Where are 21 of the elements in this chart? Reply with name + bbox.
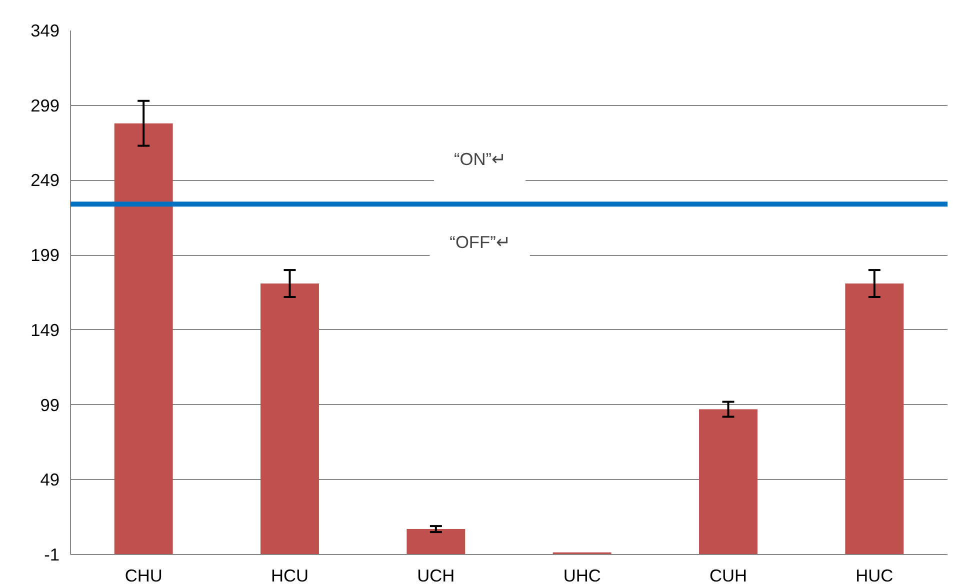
bar	[260, 284, 319, 554]
bar	[114, 123, 173, 554]
x-tick-label: UCH	[417, 566, 455, 586]
annotation: “ON”↵	[454, 149, 506, 170]
y-tick-label: 299	[30, 95, 60, 116]
bar	[699, 409, 758, 554]
y-tick-label: 49	[40, 470, 60, 490]
x-tick-label: HUC	[856, 566, 894, 586]
y-tick-label: -1	[44, 544, 60, 564]
y-tick-label: 99	[40, 394, 60, 415]
y-tick-label: 349	[30, 20, 60, 40]
bar	[406, 529, 466, 554]
y-tick-label: 249	[30, 170, 60, 190]
annotation: “OFF”↵	[450, 232, 510, 252]
x-tick-label: CUH	[709, 566, 748, 586]
y-tick-label: 199	[30, 245, 60, 266]
x-tick-label: HCU	[270, 566, 309, 586]
x-tick-label: UHC	[563, 566, 601, 586]
y-tick-label: 149	[30, 320, 60, 340]
bar	[845, 284, 904, 554]
x-tick-label: CHU	[124, 566, 162, 586]
